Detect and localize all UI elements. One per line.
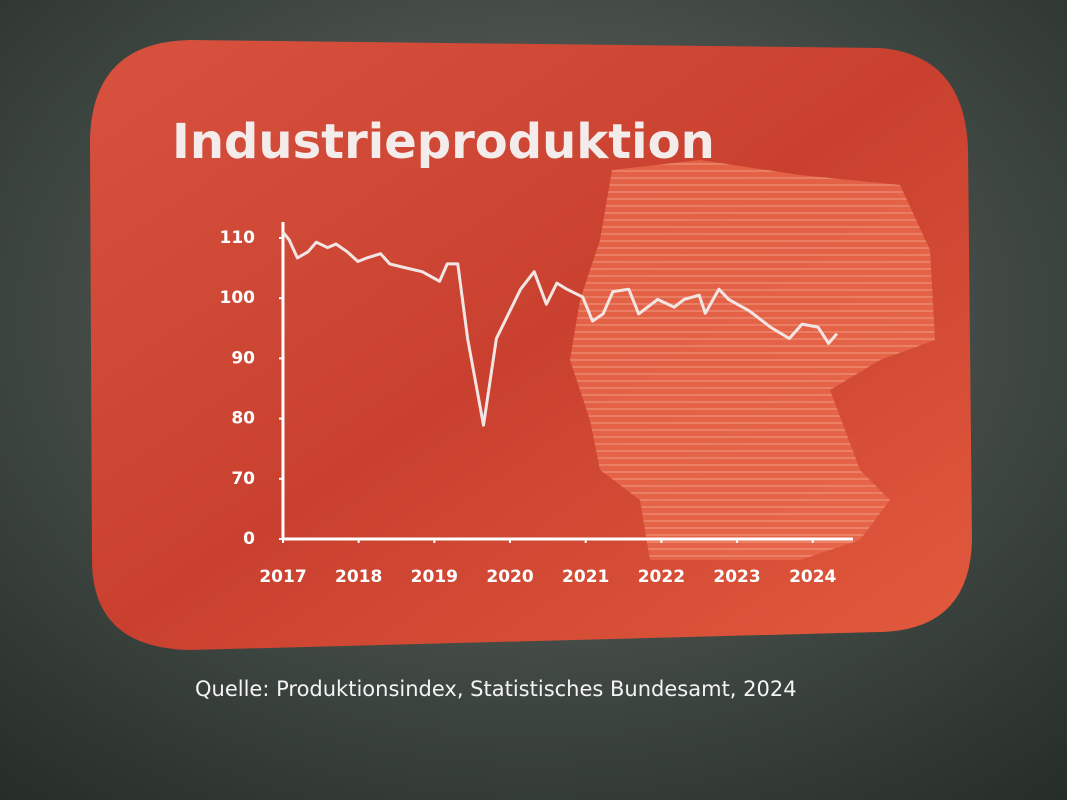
x-tick-label: 2019 (411, 567, 458, 587)
y-tick-label: 110 (220, 228, 256, 248)
source-note: Quelle: Produktionsindex, Statistisches … (195, 677, 797, 701)
y-tick-label: 100 (220, 288, 256, 308)
chart-title: Industrieproduktion (172, 114, 715, 170)
data-line (281, 231, 839, 427)
y-tick-label: 90 (231, 348, 255, 368)
plot: 0 70 80 90 100 110 2017 2018 2019 2020 2021 2022 202… (220, 221, 853, 587)
x-tick-label: 2018 (335, 567, 382, 587)
x-tick-label: 2020 (486, 567, 533, 587)
map-decoration (570, 160, 935, 560)
y-tick-label: 0 (243, 529, 255, 549)
y-tick-label: 70 (231, 469, 255, 489)
x-tick-label: 2023 (713, 567, 760, 587)
y-tick-label: 80 (231, 409, 255, 429)
x-tick-label: 2017 (259, 567, 306, 587)
x-tick-label: 2021 (562, 567, 609, 587)
x-tick-label: 2024 (789, 567, 836, 587)
x-tick-label: 2022 (638, 567, 685, 587)
